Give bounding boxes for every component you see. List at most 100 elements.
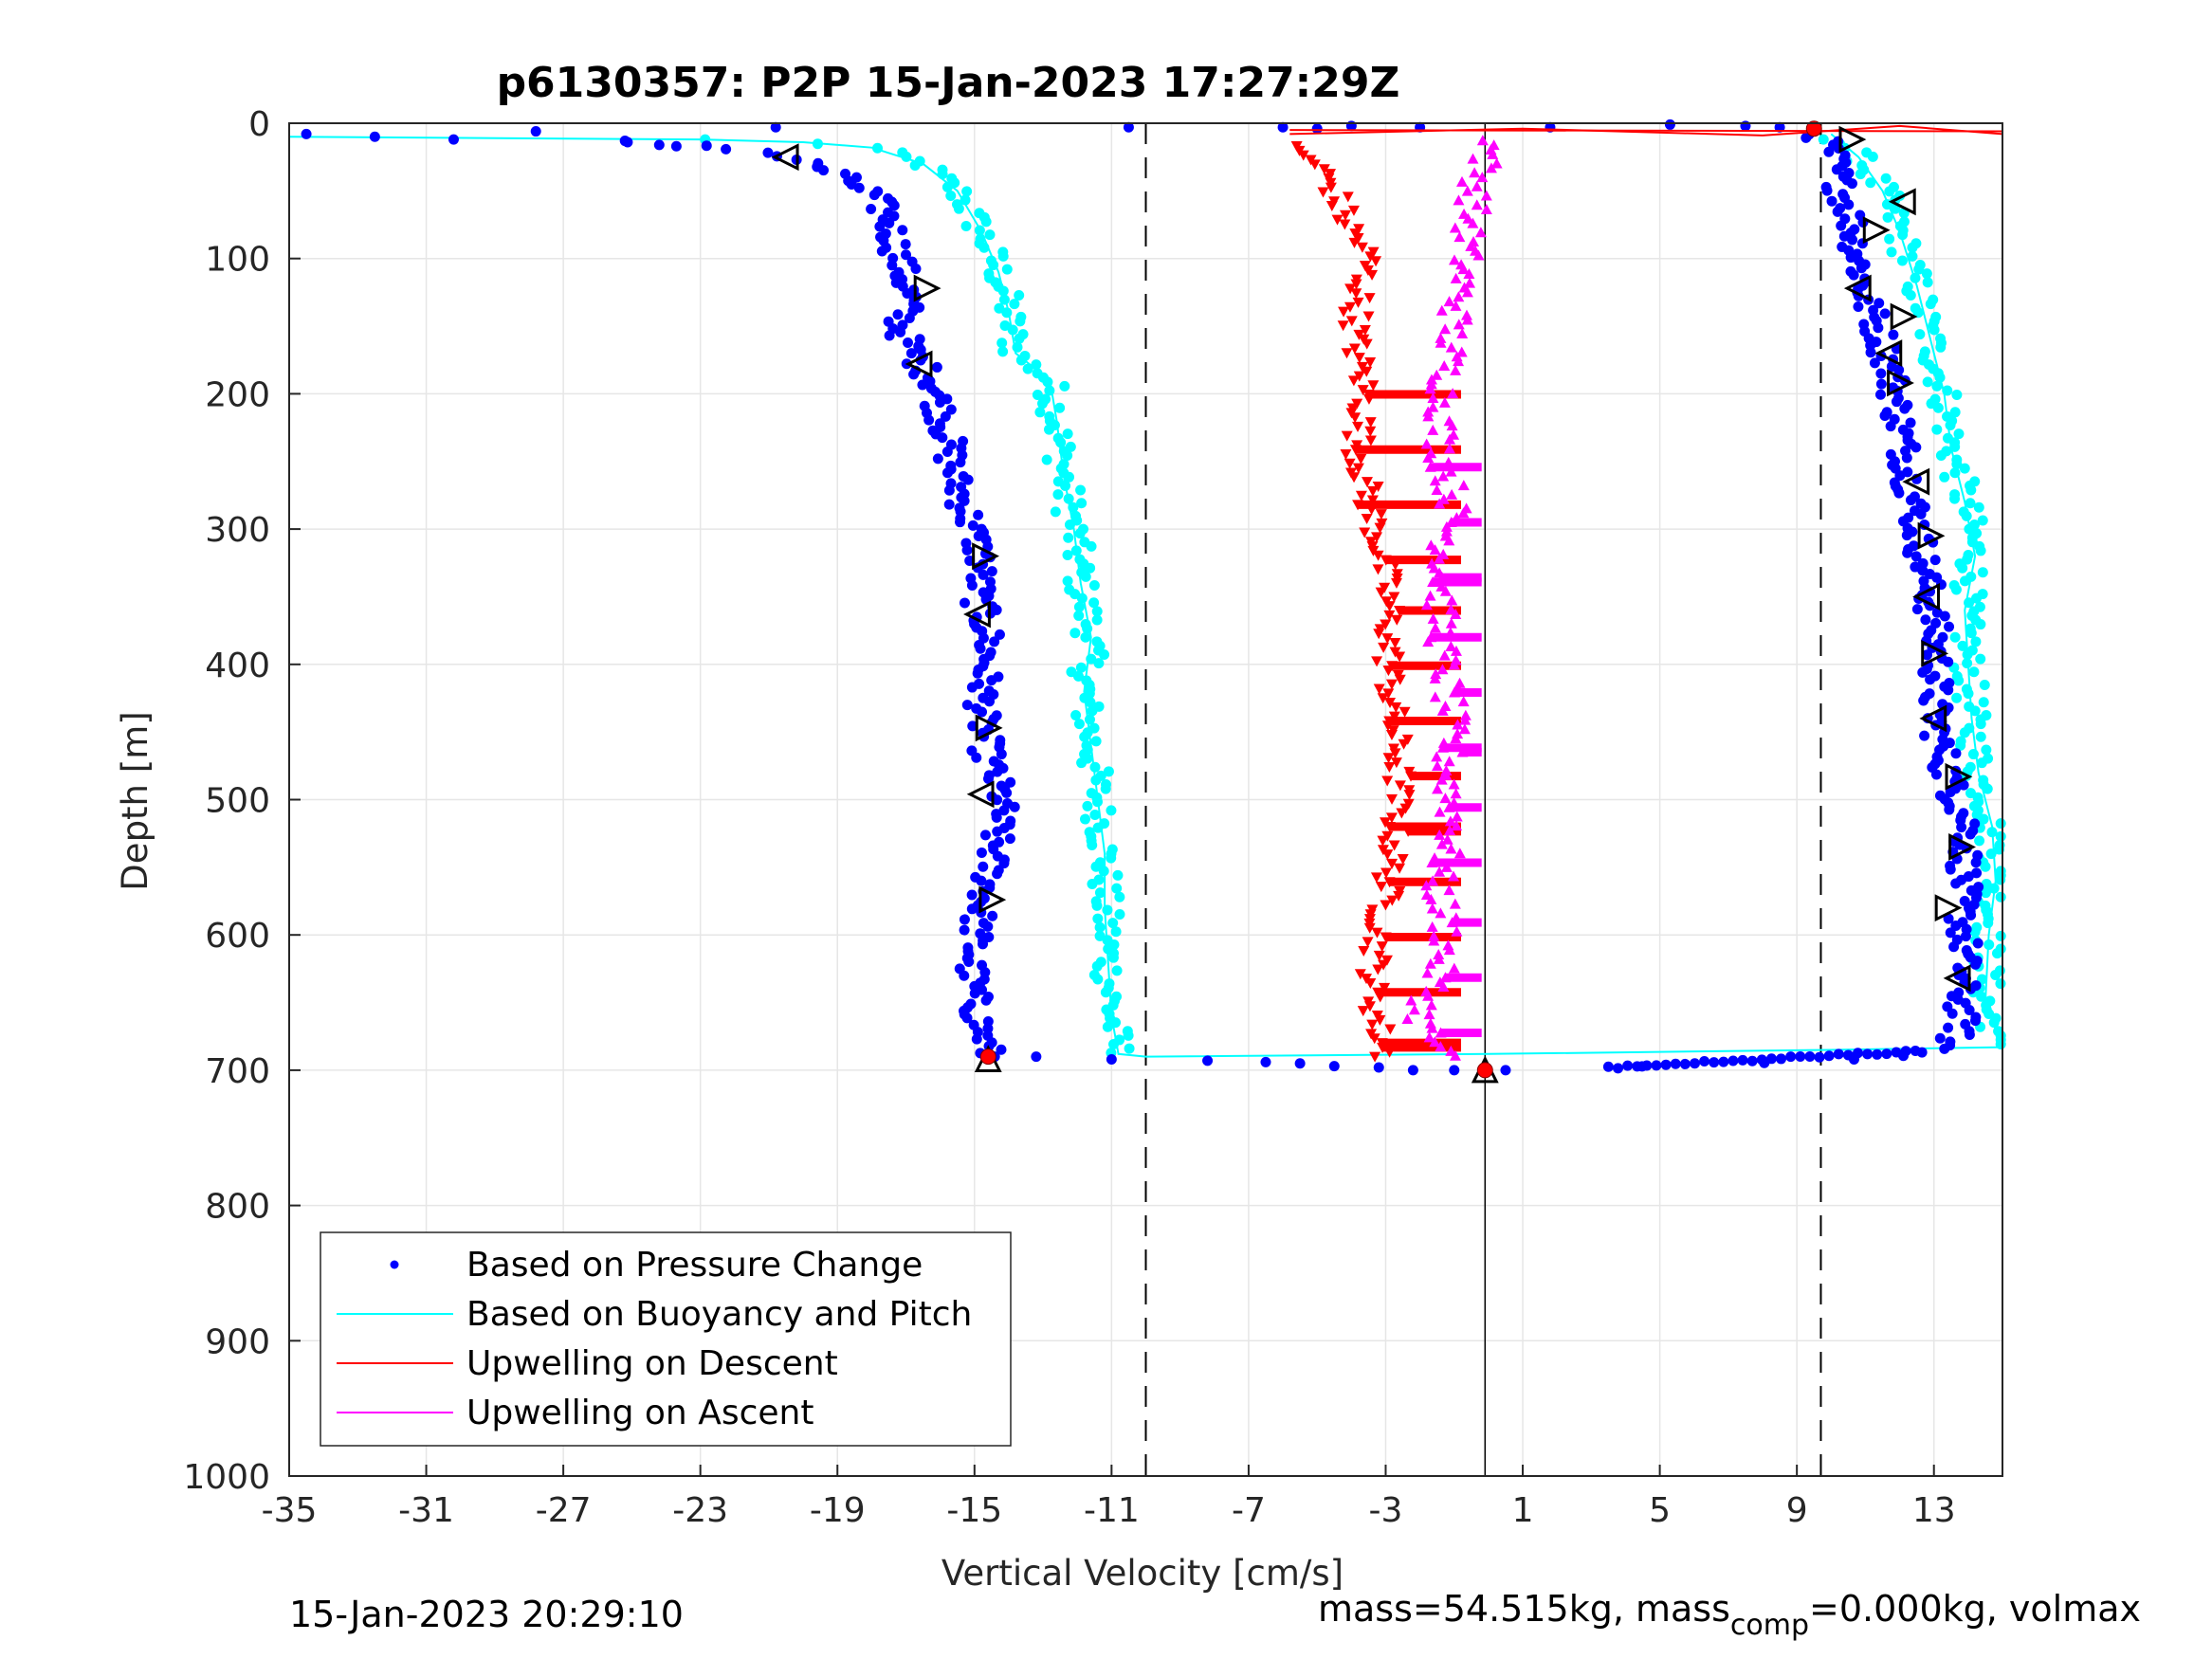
descent-upwelling-point bbox=[1338, 306, 1350, 318]
direction-marker bbox=[1862, 216, 1891, 245]
buoyancy-point bbox=[1921, 268, 1932, 280]
pressure-point bbox=[1934, 1032, 1946, 1044]
buoyancy-point bbox=[1062, 428, 1073, 440]
descent-upwelling-point bbox=[1362, 937, 1374, 948]
buoyancy-point bbox=[1069, 628, 1081, 639]
pressure-point bbox=[1969, 1015, 1981, 1027]
x-tick-label: 1 bbox=[1512, 1491, 1534, 1530]
descent-upwelling-point bbox=[1344, 458, 1356, 469]
pressure-point bbox=[978, 939, 989, 950]
buoyancy-point bbox=[994, 302, 1005, 314]
descent-upwelling-point bbox=[1371, 656, 1383, 667]
ascent-upwelling-point bbox=[1427, 401, 1439, 412]
pressure-point bbox=[998, 858, 1010, 869]
buoyancy-point bbox=[1124, 1043, 1135, 1054]
pressure-point bbox=[1905, 417, 1916, 428]
pressure-point bbox=[884, 217, 895, 228]
pressure-point bbox=[1901, 452, 1912, 464]
pressure-point bbox=[653, 139, 665, 151]
ascent-upwelling-point bbox=[1461, 185, 1473, 196]
direction-marker bbox=[978, 885, 1007, 914]
buoyancy-point bbox=[1934, 372, 1946, 383]
buoyancy-point bbox=[1098, 866, 1109, 877]
pressure-point bbox=[923, 414, 935, 426]
pressure-point bbox=[1911, 604, 1923, 615]
pressure-point bbox=[932, 453, 943, 465]
buoyancy-point bbox=[1100, 783, 1111, 794]
x-tick-label: -35 bbox=[262, 1491, 318, 1530]
buoyancy-point bbox=[909, 160, 921, 172]
buoyancy-point bbox=[1076, 498, 1088, 509]
pressure-point bbox=[1956, 822, 1967, 833]
pressure-point bbox=[1891, 1047, 1902, 1058]
legend-dot-pressure bbox=[390, 1260, 399, 1269]
footer-mass-a: mass=54.515kg, mass bbox=[1318, 1588, 1730, 1630]
descent-upwelling-point bbox=[1355, 490, 1367, 501]
buoyancy-point bbox=[1073, 719, 1085, 730]
descent-upwelling-point bbox=[1372, 964, 1384, 975]
pressure-point bbox=[1833, 1048, 1844, 1060]
descent-upwelling-point bbox=[1363, 1001, 1376, 1012]
direction-marker bbox=[975, 714, 1003, 742]
descent-upwelling-point bbox=[1364, 251, 1377, 263]
buoyancy-point bbox=[988, 260, 999, 271]
pressure-point bbox=[1407, 1065, 1418, 1076]
buoyancy-point bbox=[1995, 978, 2006, 990]
buoyancy-point bbox=[1951, 692, 1963, 703]
ascent-upwelling-point bbox=[1439, 323, 1452, 335]
buoyancy-point bbox=[1094, 930, 1106, 941]
pressure-point bbox=[910, 264, 922, 275]
ascent-upwelling-point bbox=[1435, 304, 1448, 316]
buoyancy-point bbox=[1080, 813, 1091, 825]
pressure-point bbox=[962, 474, 974, 485]
direction-marker bbox=[1843, 274, 1872, 302]
ascent-upwelling-point bbox=[1435, 337, 1447, 348]
ascent-upwelling-point bbox=[1427, 875, 1439, 886]
pressure-point bbox=[818, 165, 830, 176]
descent-upwelling-point bbox=[1348, 237, 1361, 248]
buoyancy-point bbox=[945, 190, 957, 201]
pressure-point bbox=[1958, 779, 1969, 791]
buoyancy-point bbox=[1050, 506, 1061, 518]
descent-upwelling-point bbox=[1353, 353, 1365, 364]
ascent-upwelling-point bbox=[1453, 848, 1466, 859]
buoyancy-point bbox=[1112, 869, 1124, 881]
descent-upwelling-point bbox=[1375, 882, 1387, 893]
ascent-upwelling-point bbox=[1426, 902, 1438, 914]
pressure-point bbox=[902, 288, 913, 300]
buoyancy-point bbox=[1068, 501, 1079, 513]
descent-upwelling-point bbox=[1361, 366, 1373, 377]
ascent-upwelling-point bbox=[1490, 157, 1503, 169]
buoyancy-point bbox=[1949, 407, 1961, 418]
descent-upwelling-point bbox=[1403, 790, 1416, 801]
ascent-upwelling-point bbox=[1459, 714, 1472, 725]
ascent-upwelling-point bbox=[1476, 172, 1489, 183]
y-tick-label: 300 bbox=[205, 511, 270, 550]
pressure-point bbox=[622, 137, 633, 148]
ascent-upwelling-point bbox=[1446, 594, 1458, 606]
descent-upwelling-point bbox=[1352, 297, 1364, 308]
legend-label-descent: Upwelling on Descent bbox=[466, 1344, 838, 1383]
buoyancy-point bbox=[953, 203, 964, 214]
ascent-upwelling-point bbox=[1426, 921, 1438, 932]
ascent-upwelling-point bbox=[1443, 535, 1455, 546]
ascent-upwelling-point bbox=[1427, 424, 1439, 435]
buoyancy-point bbox=[1063, 493, 1074, 504]
buoyancy-point bbox=[997, 285, 1009, 297]
buoyancy-point bbox=[1076, 592, 1088, 604]
pressure-point bbox=[1948, 941, 1960, 953]
buoyancy-point bbox=[1949, 493, 1961, 504]
ascent-upwelling-point bbox=[1423, 1031, 1435, 1043]
ascent-upwelling-point bbox=[1449, 898, 1461, 909]
pressure-point bbox=[1632, 1061, 1643, 1072]
ascent-upwelling-point bbox=[1437, 980, 1450, 992]
pressure-point bbox=[301, 128, 312, 139]
buoyancy-point bbox=[1062, 549, 1073, 560]
ascent-upwelling-point bbox=[1446, 488, 1458, 500]
pressure-point bbox=[978, 569, 989, 580]
y-tick-label: 1000 bbox=[183, 1458, 270, 1497]
ascent-upwelling-point bbox=[1446, 420, 1458, 431]
descent-upwelling-point bbox=[1350, 288, 1362, 300]
descent-upwelling-point bbox=[1364, 426, 1377, 437]
buoyancy-point bbox=[1100, 987, 1111, 998]
